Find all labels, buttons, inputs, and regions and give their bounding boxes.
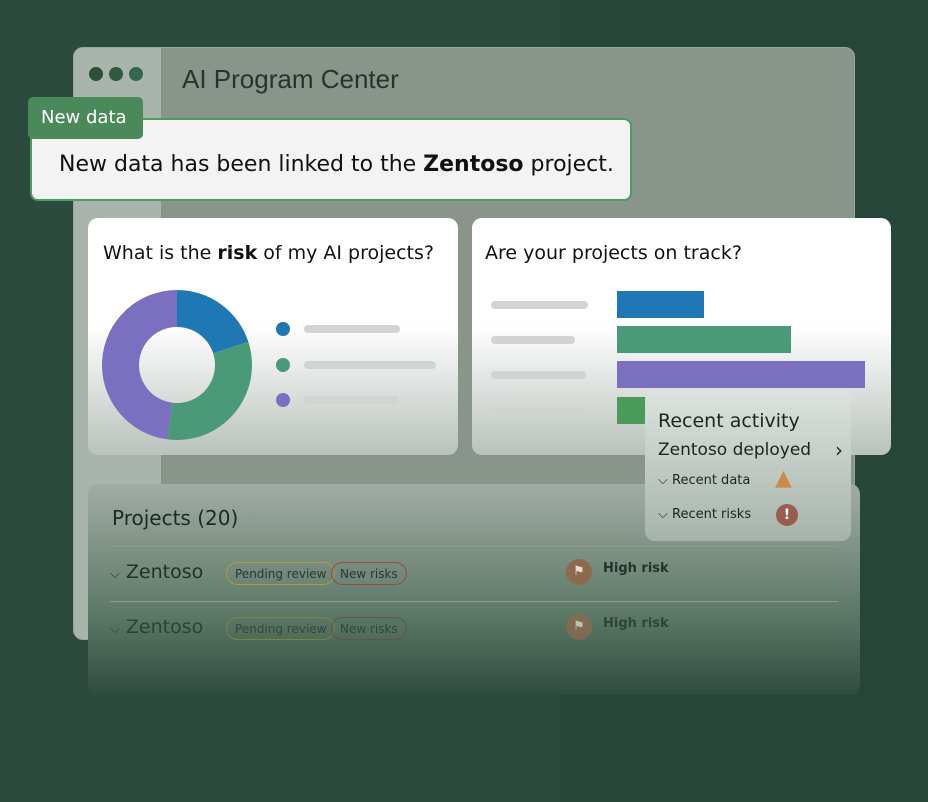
risk-donut-chart: [101, 290, 253, 440]
risk-card: What is the risk of my AI projects?: [88, 218, 458, 455]
pending-review-badge: Pending review: [226, 617, 336, 640]
chevron-right-icon[interactable]: ›: [835, 438, 843, 462]
donut-slice: [101, 290, 177, 440]
bar-label-placeholder: [491, 336, 575, 344]
donut-slice: [167, 341, 253, 440]
toast-project[interactable]: Zentoso: [423, 152, 524, 177]
activity-item[interactable]: Zentoso deployed ›: [658, 438, 843, 462]
chevron-down-icon[interactable]: ⌵: [658, 473, 668, 488]
title-bold: risk: [217, 242, 258, 264]
chevron-down-icon[interactable]: ⌵: [658, 507, 668, 522]
track-card-title: Are your projects on track?: [485, 242, 742, 264]
new-risks-badge: New risks: [331, 617, 407, 640]
legend-dot: [276, 358, 290, 372]
progress-bar: [617, 326, 791, 353]
new-data-tag: New data: [28, 97, 143, 139]
warning-icon: ▲: [775, 466, 792, 491]
legend-placeholder: [304, 361, 436, 369]
project-name[interactable]: ⌵ Zentoso: [110, 616, 203, 638]
risk-level: High risk: [603, 616, 669, 631]
row-label: Recent risks: [672, 507, 752, 522]
legend-dot: [276, 393, 290, 407]
title-part: What is the: [103, 242, 218, 264]
donut-slice: [177, 290, 249, 354]
project-name-text: Zentoso: [125, 616, 204, 638]
projects-title: Projects (20): [112, 506, 239, 530]
chevron-down-icon[interactable]: ⌵: [110, 567, 120, 582]
flag-icon: ⚑: [566, 614, 592, 640]
legend-dot: [276, 322, 290, 336]
risk-level: High risk: [603, 561, 669, 576]
app-title: AI Program Center: [182, 64, 399, 94]
bar-label-placeholder: [491, 301, 588, 309]
chevron-down-icon[interactable]: ⌵: [110, 622, 120, 637]
activity-title: Recent activity: [658, 410, 800, 432]
activity-item-label: Zentoso deployed: [658, 440, 812, 460]
recent-data-row[interactable]: ⌵ Recent data: [658, 473, 750, 488]
progress-bar: [617, 291, 704, 318]
recent-activity-panel: Recent activity Zentoso deployed › ⌵ Rec…: [645, 390, 851, 541]
toast-text-end: project.: [523, 152, 614, 177]
bar-label-placeholder: [491, 371, 586, 379]
bar-label-placeholder: [491, 407, 586, 415]
project-row[interactable]: ⌵ Zentoso Pending review New risks ⚑ Hig…: [110, 559, 810, 589]
window-dot[interactable]: [89, 67, 103, 81]
progress-bar: [617, 361, 865, 388]
pending-review-badge: Pending review: [226, 562, 336, 585]
divider: [110, 546, 838, 547]
project-name[interactable]: ⌵ Zentoso: [110, 561, 203, 583]
new-risks-badge: New risks: [331, 562, 407, 585]
divider: [110, 601, 838, 602]
recent-risks-row[interactable]: ⌵ Recent risks: [658, 507, 751, 522]
window-dot[interactable]: [129, 67, 143, 81]
notification-toast[interactable]: New data has been linked to the Zentoso …: [30, 118, 632, 201]
risk-card-title: What is the risk of my AI projects?: [103, 242, 434, 264]
project-row[interactable]: ⌵ Zentoso Pending review New risks ⚑ Hig…: [110, 614, 810, 644]
row-label: Recent data: [672, 473, 751, 488]
flag-icon: ⚑: [566, 559, 592, 585]
toast-text: New data has been linked to the: [59, 152, 424, 177]
project-name-text: Zentoso: [125, 561, 204, 583]
window-controls: [89, 67, 143, 81]
legend-placeholder: [304, 396, 399, 404]
alert-icon: !: [776, 504, 798, 526]
window-dot[interactable]: [109, 67, 123, 81]
title-part: of my AI projects?: [257, 242, 434, 264]
legend-placeholder: [304, 325, 400, 333]
